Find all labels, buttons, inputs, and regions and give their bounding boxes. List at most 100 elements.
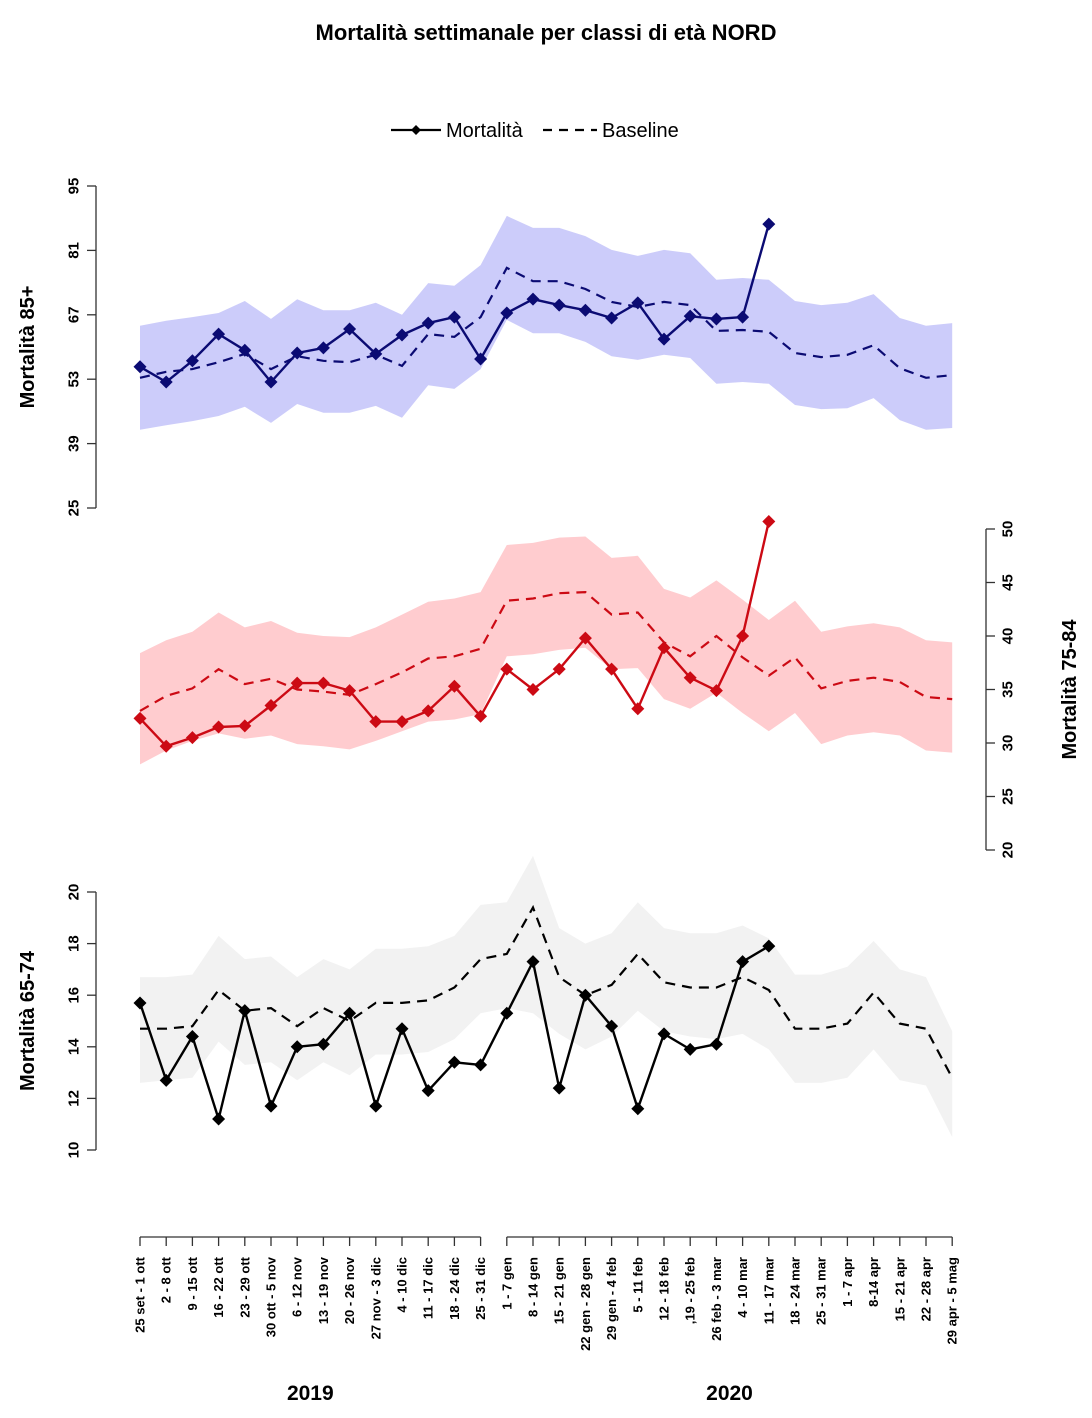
x-tick-label: 4 - 10 dic — [395, 1257, 410, 1313]
mortality-point — [133, 996, 147, 1010]
mortality-point — [605, 311, 619, 325]
x-tick-label: 9 - 15 ott — [185, 1256, 200, 1310]
mortality-point — [290, 676, 304, 690]
baseline-line — [140, 904, 954, 1079]
mortality-point — [395, 715, 409, 729]
mortality-point — [605, 1019, 619, 1033]
mortality-point — [369, 1099, 383, 1113]
baseline-line — [139, 590, 953, 712]
x-tick-label: 15 - 21 gen — [552, 1257, 567, 1324]
x-axis-group-2019: 25 set - 1 ott 2 - 8 ott 9 - 15 ott 16 - 22… — [133, 1236, 488, 1405]
x-tick-label: 25 set - 1 ott — [133, 1256, 148, 1333]
mortality-point — [185, 1029, 199, 1043]
mortality-point — [500, 306, 514, 320]
mortality-point — [526, 292, 540, 306]
y-tick-label: 25 — [1000, 788, 1017, 805]
year-label: 2020 — [706, 1382, 753, 1405]
mortality-point — [238, 1004, 252, 1018]
mortality-point — [290, 1040, 304, 1054]
x-tick-label: 20 - 26 nov — [342, 1256, 357, 1324]
x-tick-label: 29 apr - 5 mag — [945, 1257, 960, 1344]
mortality-point — [552, 1081, 566, 1095]
legend-entry-mortality: Mortalità — [391, 120, 524, 142]
mortality-point — [369, 347, 383, 361]
mortality-point — [736, 955, 750, 969]
x-tick-label: 29 gen - 4 feb — [604, 1257, 619, 1340]
x-tick-label: 18 - 24 mar — [788, 1257, 803, 1325]
x-tick-label: 30 ott - 5 nov — [264, 1256, 279, 1337]
y-tick-label: 45 — [1000, 574, 1017, 591]
x-tick-label: 12 - 18 feb — [657, 1257, 672, 1321]
mortality-point — [657, 1027, 671, 1041]
y-tick-label: 67 — [66, 306, 83, 323]
y-tick-label: 18 — [66, 935, 83, 952]
x-tick-label: 25 - 31 dic — [473, 1257, 488, 1320]
mortality-point — [762, 939, 776, 953]
x-tick-label: 26 feb - 3 mar — [709, 1257, 724, 1341]
mortality-point — [526, 955, 540, 969]
mortality-point — [526, 683, 540, 696]
mortality-point — [552, 662, 566, 676]
y-axis-65-74: 10 12 14 16 18 20 Mortalità 65-74 — [17, 884, 97, 1159]
x-tick-label: 16 - 22 ott — [211, 1256, 226, 1317]
panel-75-84: 20 25 30 35 40 45 50 Mortalità 75-84 — [133, 515, 1081, 859]
y-tick-label: 10 — [66, 1142, 83, 1159]
mortality-point — [316, 1037, 330, 1051]
mortality-point — [212, 1112, 226, 1126]
x-axis: 25 set - 1 ott 2 - 8 ott 9 - 15 ott 16 - 22… — [133, 1236, 960, 1405]
x-tick-label: 22 - 28 apr — [919, 1257, 934, 1321]
y-tick-label: 20 — [1000, 842, 1017, 859]
mortality-point — [159, 1073, 173, 1087]
mortality-point — [185, 354, 199, 368]
mortality-point — [447, 679, 461, 693]
mortality-point — [474, 1058, 488, 1072]
x-tick-label: 18 - 24 dic — [447, 1257, 462, 1320]
y-axis-title: Mortalità 75-84 — [1059, 619, 1081, 760]
legend-label-baseline: Baseline — [602, 120, 679, 142]
mortality-point — [212, 720, 226, 734]
panel-65-74: 10 12 14 16 18 20 Mortalità 65-74 — [17, 855, 954, 1159]
mortality-point — [238, 343, 252, 357]
x-tick-label: 23 - 29 ott — [237, 1256, 252, 1317]
y-tick-label: 14 — [66, 1038, 83, 1055]
x-tick-label: 15 - 21 apr — [892, 1257, 907, 1321]
y-tick-label: 16 — [66, 987, 83, 1004]
mortality-point — [316, 676, 330, 690]
legend-label-mortality: Mortalità — [446, 120, 524, 142]
y-axis-75-84: 20 25 30 35 40 45 50 Mortalità 75-84 — [985, 521, 1081, 859]
mortality-point — [683, 671, 697, 685]
x-tick-label: 2 - 8 ott — [159, 1256, 174, 1303]
mortality-point — [578, 988, 592, 1002]
mortality-point — [447, 310, 461, 324]
mortality-point — [552, 298, 566, 312]
mortality-point — [631, 1102, 645, 1116]
x-tick-label: 8 - 14 gen — [526, 1257, 541, 1317]
y-axis-title: Mortalità 65-74 — [17, 950, 39, 1091]
mortality-point — [421, 316, 435, 330]
mortality-point — [683, 1042, 697, 1056]
y-axis-title: Mortalità 85+ — [17, 286, 39, 409]
x-tick-label: ,19 - 25 feb — [683, 1257, 698, 1324]
x-tick-label: 4 - 10 mar — [735, 1257, 750, 1318]
mortality-point — [316, 341, 330, 355]
mortality-point — [683, 309, 697, 323]
mortality-point — [605, 662, 619, 676]
mortality-point — [736, 629, 750, 643]
mortality-point — [185, 731, 199, 745]
y-tick-label: 53 — [66, 371, 83, 388]
x-axis-group-2020: 1 - 7 gen 8 - 14 gen 15 - 21 gen 22 gen - 2… — [499, 1236, 960, 1405]
x-tick-label: 8-14 apr — [866, 1257, 881, 1307]
mortality-point — [421, 704, 435, 718]
mortality-point — [264, 699, 278, 713]
confidence-band — [140, 215, 953, 430]
mortality-point — [762, 515, 776, 529]
x-tick-label: 5 - 11 feb — [630, 1257, 645, 1313]
x-tick-label: 22 gen - 28 gen — [578, 1257, 593, 1351]
mortality-point — [238, 719, 252, 733]
chart-title: Mortalità settimanale per classi di età … — [316, 20, 777, 45]
mortality-point — [709, 1037, 723, 1051]
y-axis-85+: 25 39 53 67 81 95 Mortalità 85+ — [17, 178, 97, 516]
mortality-point — [395, 328, 409, 342]
legend-diamond-marker-icon — [411, 125, 421, 135]
mortality-point — [395, 1022, 409, 1036]
